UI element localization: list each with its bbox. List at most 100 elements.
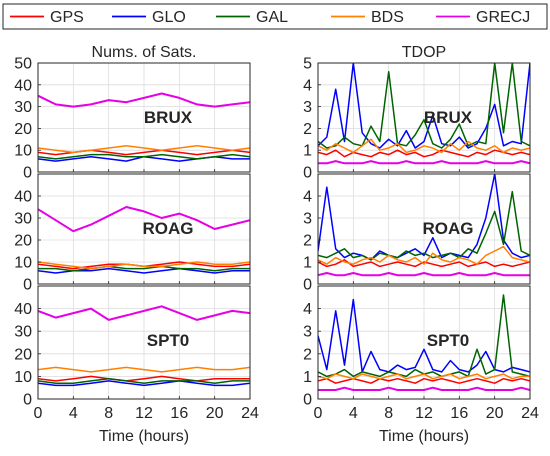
x-tick-label: 16: [450, 405, 468, 422]
series-group: [38, 305, 250, 387]
series-line-bds: [318, 373, 530, 380]
x-tick-label: 4: [349, 405, 358, 422]
y-tick-label: 5: [303, 56, 312, 73]
station-label: SPT0: [147, 331, 190, 350]
series-line-grecj: [318, 160, 530, 165]
series-line-grecj: [318, 386, 530, 391]
series-line-bds: [38, 145, 250, 154]
station-label: SPT0: [427, 331, 470, 350]
axes-frame: [317, 285, 531, 400]
x-tick-label: 24: [521, 405, 539, 422]
y-tick-label: 40: [14, 77, 32, 94]
y-tick-label: 4: [303, 301, 312, 318]
x-axis-label: Time (hours): [379, 428, 469, 445]
x-tick-label: 12: [415, 405, 433, 422]
y-tick-label: 0: [23, 277, 32, 294]
series-line-gal: [318, 190, 530, 261]
y-tick-label: 2: [303, 121, 312, 138]
axes-frame: [37, 285, 251, 400]
x-tick-label: 0: [314, 405, 323, 422]
legend-label-grecj: GRECJ: [476, 9, 530, 26]
series-line-gal: [38, 377, 250, 384]
y-tick-label: 3: [303, 324, 312, 341]
y-tick-label: 10: [14, 255, 32, 272]
y-tick-label: 0: [303, 392, 312, 409]
panel-left-roag: 0 10 20 30 40 ROAG: [14, 173, 251, 294]
y-tick-label: 10: [14, 143, 32, 160]
series-group: [318, 294, 530, 391]
y-tick-label: 40: [14, 189, 32, 206]
x-tick-label: 4: [69, 405, 78, 422]
x-tick-label: 16: [170, 405, 188, 422]
x-tick-label: 24: [241, 405, 259, 422]
station-label: BRUX: [144, 108, 193, 127]
axes-frame: [317, 173, 531, 285]
series-line-gal: [318, 63, 530, 149]
y-tick-label: 0: [303, 165, 312, 182]
y-tick-label: 1: [303, 369, 312, 386]
x-axis-label: Time (hours): [99, 428, 189, 445]
y-tick-label: 1: [303, 255, 312, 272]
series-group: [318, 174, 530, 277]
x-tick-label: 8: [104, 405, 113, 422]
y-tick-label: 1: [303, 143, 312, 160]
legend-label-gal: GAL: [256, 9, 288, 26]
series-line-grecj: [38, 92, 250, 108]
series-line-glo: [318, 63, 530, 149]
axes-frame: [37, 62, 251, 173]
y-tick-label: 50: [14, 56, 32, 73]
series-line-gps: [318, 259, 530, 268]
series-line-bds: [318, 245, 530, 265]
y-tick-label: 2: [303, 346, 312, 363]
station-label: ROAG: [423, 219, 474, 238]
panel-right-brux: 0 1 2 3 4 5 TDOP BRUX: [303, 44, 531, 182]
y-tick-label: 20: [14, 233, 32, 250]
series-group: [38, 206, 250, 274]
y-tick-label: 20: [14, 121, 32, 138]
y-tick-label: 10: [14, 369, 32, 386]
station-label: BRUX: [424, 108, 473, 127]
series-line-bds: [318, 138, 530, 154]
station-label: ROAG: [143, 219, 194, 238]
series-line-grecj: [38, 305, 250, 321]
panel-title: TDOP: [402, 44, 446, 61]
axes-frame: [317, 62, 531, 173]
series-line-bds: [38, 366, 250, 373]
legend: GPS GLO GAL BDS GRECJ: [2, 3, 548, 30]
panel-title: Nums. of Sats.: [92, 44, 197, 61]
y-tick-label: 0: [23, 165, 32, 182]
y-tick-label: 30: [14, 211, 32, 228]
panel-left-brux: 0 10 20 30 40 50 Nums. of Sats. BRUX: [14, 44, 251, 182]
y-tick-label: 20: [14, 346, 32, 363]
y-tick-label: 30: [14, 324, 32, 341]
y-tick-label: 2: [303, 233, 312, 250]
series-line-bds: [38, 261, 250, 270]
series-line-gal: [38, 265, 250, 272]
x-tick-label: 20: [206, 405, 224, 422]
x-tick-label: 12: [135, 405, 153, 422]
y-tick-label: 4: [303, 189, 312, 206]
legend-label-gps: GPS: [50, 9, 84, 26]
series-line-gps: [38, 375, 250, 382]
y-tick-label: 40: [14, 301, 32, 318]
y-tick-label: 3: [303, 211, 312, 228]
axes-frame: [37, 173, 251, 285]
series-group: [38, 92, 250, 162]
y-tick-label: 3: [303, 99, 312, 116]
legend-label-bds: BDS: [371, 9, 404, 26]
x-tick-label: 20: [486, 405, 504, 422]
x-tick-label: 8: [384, 405, 393, 422]
y-tick-label: 30: [14, 99, 32, 116]
series-line-grecj: [318, 272, 530, 277]
series-group: [318, 63, 530, 165]
legend-label-glo: GLO: [152, 9, 186, 26]
series-line-glo: [318, 174, 530, 261]
panel-right-roag: 0 1 2 3 4 ROAG: [303, 173, 531, 294]
x-tick-label: 0: [34, 405, 43, 422]
series-line-gal: [38, 153, 250, 160]
panel-left-spt0: 0 10 20 30 40 0 4 8 12 16 20 24 Time (hours) SPT0: [14, 285, 259, 445]
y-tick-label: 0: [303, 277, 312, 294]
